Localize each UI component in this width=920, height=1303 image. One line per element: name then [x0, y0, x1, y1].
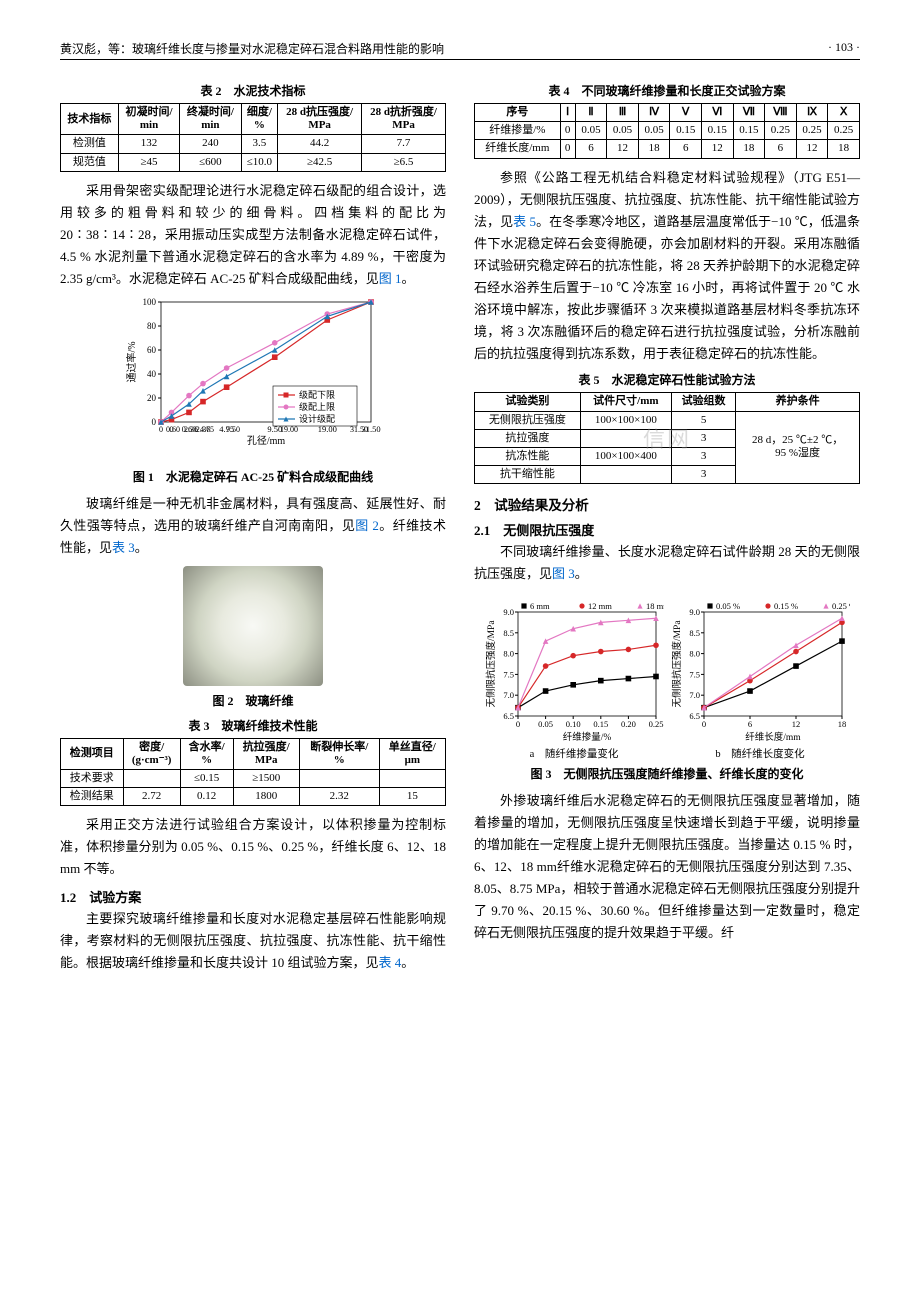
svg-text:18: 18 [838, 719, 847, 729]
link-tab4[interactable]: 表 4 [379, 955, 402, 970]
para4: 主要探究玻璃纤维掺量和长度对水泥稳定基层碎石性能影响规律，考察材料的无侧限抗压强… [60, 908, 446, 974]
svg-text:0: 0 [702, 719, 706, 729]
svg-text:9.0: 9.0 [503, 607, 514, 617]
svg-text:60: 60 [147, 345, 157, 355]
left-column: 表 2 水泥技术指标 技术指标初凝时间/min终凝时间/min细度/%28 d抗… [60, 76, 446, 978]
svg-text:孔径/mm: 孔径/mm [247, 434, 286, 447]
svg-text:无侧限抗压强度/MPa: 无侧限抗压强度/MPa [485, 619, 497, 707]
svg-text:8.5: 8.5 [689, 627, 700, 637]
running-header: 黄汉彪，等：玻璃纤维长度与掺量对水泥稳定碎石混合料路用性能的影响 · 103 · [60, 40, 860, 60]
para7: 外掺玻璃纤维后水泥稳定碎石的无侧限抗压强度显著增加，随着掺量的增加，无侧限抗压强… [474, 790, 860, 945]
svg-text:7.0: 7.0 [503, 690, 514, 700]
figure1-chart: 02040608010000.602.364.759.5019.0031.50通… [123, 294, 383, 464]
table2-title: 表 2 水泥技术指标 [60, 82, 446, 99]
link-tab5[interactable]: 表 5 [513, 214, 536, 229]
svg-text:0.20: 0.20 [621, 719, 636, 729]
table4: 序号ⅠⅡⅢⅣⅤⅥⅦⅧⅨⅩ纤维掺量/%00.050.050.050.150.150… [474, 103, 860, 159]
svg-text:通过率/%: 通过率/% [125, 342, 138, 383]
svg-text:0.05 %: 0.05 % [716, 601, 740, 611]
svg-text:7.5: 7.5 [503, 669, 514, 679]
svg-text:12 mm: 12 mm [588, 601, 612, 611]
svg-text:0.15 %: 0.15 % [774, 601, 798, 611]
fig3-caption: 图 3 无侧限抗压强度随纤维掺量、纤维长度的变化 [474, 765, 860, 782]
svg-text:19.00: 19.00 [280, 425, 298, 434]
fig3b-sub: b 随纤维长度变化 [670, 746, 850, 761]
svg-text:80: 80 [147, 321, 157, 331]
sec-1-2: 1.2 试验方案 [60, 887, 446, 906]
svg-text:9.50: 9.50 [226, 425, 240, 434]
svg-text:6 mm: 6 mm [530, 601, 550, 611]
svg-text:8.0: 8.0 [689, 648, 700, 658]
svg-text:18 mm: 18 mm [646, 601, 664, 611]
figure3a-wrap: 6.5 7.0 7.5 8.0 8.5 9.0 0 0.05 0.10 0.15 0.20 0.25 6… [484, 590, 664, 761]
svg-text:6.5: 6.5 [689, 711, 700, 721]
link-tab3[interactable]: 表 3 [112, 540, 135, 555]
svg-text:7.0: 7.0 [689, 690, 700, 700]
svg-text:8.0: 8.0 [503, 648, 514, 658]
para1: 采用骨架密实级配理论进行水泥稳定碎石级配的组合设计，选用较多的粗骨料和较少的细骨… [60, 180, 446, 290]
header-title: 黄汉彪，等：玻璃纤维长度与掺量对水泥稳定碎石混合料路用性能的影响 [60, 40, 444, 57]
fig1-caption: 图 1 水泥稳定碎石 AC-25 矿料合成级配曲线 [60, 468, 446, 485]
svg-text:0.25: 0.25 [649, 719, 664, 729]
figure3-row: 6.5 7.0 7.5 8.0 8.5 9.0 0 0.05 0.10 0.15 0.20 0.25 6… [474, 590, 860, 761]
figure2-photo [183, 566, 323, 686]
figure3b-wrap: 6.5 7.0 7.5 8.0 8.5 9.0 0 6 12 18 0.05 % 0.15 % 0.25… [670, 590, 850, 761]
para2: 玻璃纤维是一种无机非金属材料，具有强度高、延展性好、耐久性强等特点，选用的玻璃纤… [60, 493, 446, 559]
table3-title: 表 3 玻璃纤维技术性能 [60, 717, 446, 734]
figure3b-chart: 6.5 7.0 7.5 8.0 8.5 9.0 0 6 12 18 0.05 % 0.15 % 0.25… [670, 594, 850, 744]
svg-text:20: 20 [147, 393, 157, 403]
para6: 不同玻璃纤维掺量、长度水泥稳定碎石试件龄期 28 天的无侧限抗压强度，见图 3。 [474, 541, 860, 585]
fig2-caption: 图 2 玻璃纤维 [60, 692, 446, 709]
right-column: 表 4 不同玻璃纤维掺量和长度正交试验方案 序号ⅠⅡⅢⅣⅤⅥⅦⅧⅨⅩ纤维掺量/%… [474, 76, 860, 978]
svg-text:0.05: 0.05 [538, 719, 553, 729]
table3: 检测项目密度/(g·cm⁻³)含水率/%抗拉强度/MPa断裂伸长率/%单丝直径/… [60, 738, 446, 807]
table2: 技术指标初凝时间/min终凝时间/min细度/%28 d抗压强度/MPa28 d… [60, 103, 446, 172]
svg-text:40: 40 [147, 369, 157, 379]
svg-text:0: 0 [152, 417, 157, 427]
svg-text:8.5: 8.5 [503, 627, 514, 637]
svg-text:0: 0 [159, 425, 163, 434]
svg-text:100: 100 [143, 297, 157, 307]
svg-text:0.15: 0.15 [593, 719, 608, 729]
figure3a-chart: 6.5 7.0 7.5 8.0 8.5 9.0 0 0.05 0.10 0.15 0.20 0.25 6… [484, 594, 664, 744]
sec-2-1: 2.1 无侧限抗压强度 [474, 520, 860, 539]
svg-text:12: 12 [792, 719, 801, 729]
sec-2: 2 试验结果及分析 [474, 494, 860, 514]
svg-text:级配下限: 级配下限 [299, 389, 335, 400]
table5: 试验类别试件尺寸/mm试验组数养护条件无侧限抗压强度100×100×100528… [474, 392, 860, 484]
para5: 参照《公路工程无机结合料稳定材料试验规程》（JTG E51—2009），无侧限抗… [474, 167, 860, 366]
svg-text:6.5: 6.5 [503, 711, 514, 721]
svg-text:0.25 %: 0.25 % [832, 601, 850, 611]
svg-text:31.50: 31.50 [350, 425, 368, 434]
link-fig3[interactable]: 图 3 [552, 566, 575, 581]
svg-text:4.75: 4.75 [200, 425, 214, 434]
svg-text:0: 0 [516, 719, 520, 729]
fig3a-sub: a 随纤维掺量变化 [484, 746, 664, 761]
svg-text:设计级配: 设计级配 [299, 413, 335, 424]
para3: 采用正交方法进行试验组合方案设计，以体积掺量为控制标准，体积掺量分别为 0.05… [60, 814, 446, 880]
link-fig2[interactable]: 图 2 [355, 518, 379, 533]
svg-text:9.0: 9.0 [689, 607, 700, 617]
svg-text:纤维掺量/%: 纤维掺量/% [563, 731, 612, 743]
svg-text:纤维长度/mm: 纤维长度/mm [745, 731, 801, 743]
svg-text:2.36: 2.36 [184, 425, 198, 434]
svg-text:级配上限: 级配上限 [299, 401, 335, 412]
table5-wrapper: 试验类别试件尺寸/mm试验组数养护条件无侧限抗压强度100×100×100528… [474, 392, 860, 484]
svg-text:0.10: 0.10 [566, 719, 581, 729]
link-fig1[interactable]: 图 1 [379, 271, 402, 286]
svg-text:无侧限抗压强度/MPa: 无侧限抗压强度/MPa [671, 619, 683, 707]
svg-text:0.60: 0.60 [166, 425, 180, 434]
svg-text:7.5: 7.5 [689, 669, 700, 679]
table4-title: 表 4 不同玻璃纤维掺量和长度正交试验方案 [474, 82, 860, 99]
svg-text:6: 6 [748, 719, 752, 729]
header-page: · 103 · [828, 40, 860, 57]
table5-title: 表 5 水泥稳定碎石性能试验方法 [474, 371, 860, 388]
